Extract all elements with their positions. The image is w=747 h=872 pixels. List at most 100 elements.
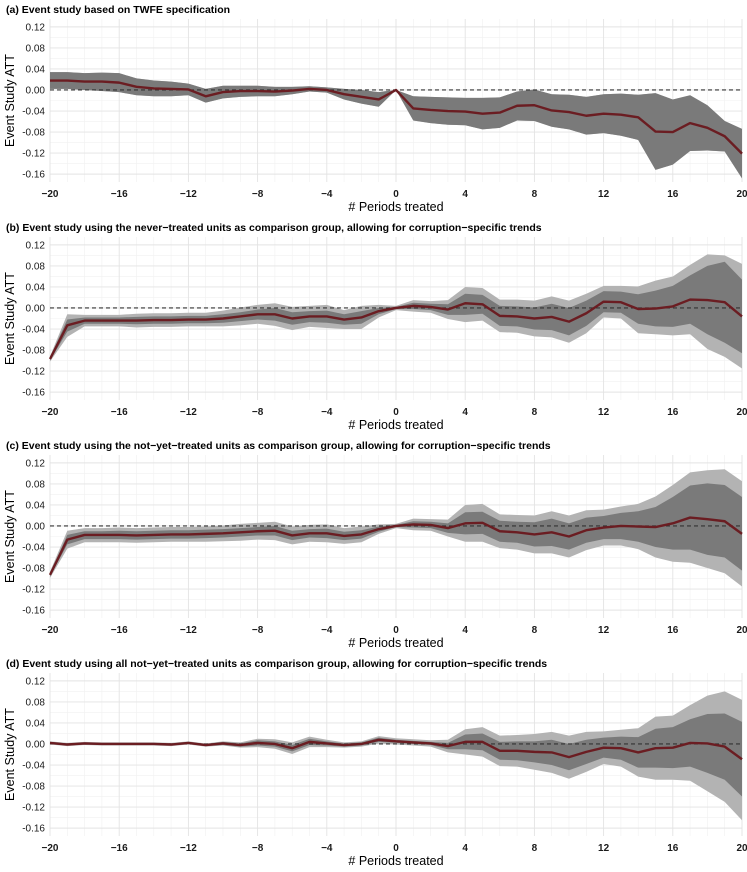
x-tick-label: 4 — [462, 407, 468, 418]
x-tick-label: −8 — [252, 189, 264, 200]
x-tick-label: 12 — [598, 189, 610, 200]
y-tick-label: -0.16 — [22, 388, 45, 399]
x-tick-label: −20 — [42, 407, 59, 418]
y-tick-label: 0.04 — [26, 282, 46, 293]
y-tick-label: -0.08 — [22, 128, 45, 139]
y-tick-label: 0.00 — [26, 739, 46, 750]
confidence-band-outer — [50, 254, 742, 369]
confidence-band-inner — [50, 72, 742, 179]
x-tick-label: 8 — [532, 407, 538, 418]
x-tick-label: −12 — [180, 407, 197, 418]
x-axis-title: # Periods treated — [348, 418, 443, 432]
y-tick-label: -0.16 — [22, 606, 45, 617]
x-tick-label: 16 — [667, 625, 679, 636]
x-tick-label: 12 — [598, 843, 610, 854]
x-tick-label: 0 — [393, 189, 399, 200]
y-tick-label: -0.04 — [22, 107, 45, 118]
x-tick-label: −8 — [252, 843, 264, 854]
x-tick-label: −8 — [252, 625, 264, 636]
y-tick-label: -0.04 — [22, 325, 45, 336]
y-axis-title: Event Study ATT — [3, 490, 17, 583]
x-tick-label: −8 — [252, 407, 264, 418]
y-tick-label: -0.08 — [22, 564, 45, 575]
x-tick-label: 20 — [736, 625, 747, 636]
panel-title: (b) Event study using the never−treated … — [6, 222, 542, 234]
x-tick-label: −4 — [321, 189, 333, 200]
confidence-band-outer — [50, 469, 742, 587]
x-axis-title: # Periods treated — [348, 854, 443, 868]
y-tick-label: 0.12 — [26, 676, 46, 687]
x-tick-label: 0 — [393, 625, 399, 636]
x-tick-label: 20 — [736, 189, 747, 200]
x-tick-label: 8 — [532, 843, 538, 854]
att-estimate-line — [50, 79, 743, 155]
y-tick-label: 0.08 — [26, 261, 46, 272]
panel-title: (a) Event study based on TWFE specificat… — [6, 4, 230, 16]
y-tick-label: -0.12 — [22, 585, 45, 596]
x-tick-label: 0 — [393, 407, 399, 418]
y-tick-label: 0.12 — [26, 240, 46, 251]
x-tick-label: 16 — [667, 407, 679, 418]
y-tick-label: 0.00 — [26, 303, 46, 314]
x-tick-label: 20 — [736, 843, 747, 854]
x-tick-label: −20 — [42, 189, 59, 200]
y-tick-label: -0.04 — [22, 761, 45, 772]
y-tick-label: -0.12 — [22, 367, 45, 378]
y-tick-label: -0.08 — [22, 782, 45, 793]
y-axis-title: Event Study ATT — [3, 272, 17, 365]
att-estimate-line — [48, 298, 743, 360]
y-tick-label: 0.00 — [26, 521, 46, 532]
y-tick-label: 0.00 — [26, 85, 46, 96]
x-tick-label: −12 — [180, 625, 197, 636]
y-tick-label: 0.08 — [26, 479, 46, 490]
panel-b: (b) Event study using the never−treated … — [3, 222, 747, 432]
y-tick-label: 0.12 — [26, 22, 46, 33]
x-tick-label: 0 — [393, 843, 399, 854]
x-tick-label: −16 — [111, 407, 128, 418]
x-tick-label: 12 — [598, 407, 610, 418]
y-tick-label: 0.04 — [26, 718, 46, 729]
x-tick-label: −16 — [111, 843, 128, 854]
x-tick-label: −12 — [180, 189, 197, 200]
x-tick-label: −4 — [321, 843, 333, 854]
x-tick-label: 4 — [462, 843, 468, 854]
y-tick-label: -0.08 — [22, 346, 45, 357]
x-tick-label: 12 — [598, 625, 610, 636]
y-tick-label: -0.04 — [22, 543, 45, 554]
confidence-band-inner — [50, 713, 742, 797]
x-tick-label: 20 — [736, 407, 747, 418]
x-axis-title: # Periods treated — [348, 200, 443, 214]
x-tick-label: −4 — [321, 625, 333, 636]
y-tick-label: 0.08 — [26, 697, 46, 708]
x-tick-label: 4 — [462, 625, 468, 636]
x-tick-label: 8 — [532, 189, 538, 200]
x-tick-label: −12 — [180, 843, 197, 854]
y-tick-label: 0.04 — [26, 64, 46, 75]
y-axis-title: Event Study ATT — [3, 708, 17, 801]
x-tick-label: 8 — [532, 625, 538, 636]
panel-c: (c) Event study using the not−yet−treate… — [3, 440, 747, 650]
y-tick-label: -0.12 — [22, 803, 45, 814]
att-estimate-line — [49, 738, 743, 761]
x-tick-label: −20 — [42, 843, 59, 854]
x-tick-label: −16 — [111, 625, 128, 636]
x-tick-label: −4 — [321, 407, 333, 418]
confidence-band-inner — [50, 261, 742, 361]
x-tick-label: 16 — [667, 189, 679, 200]
x-tick-label: −20 — [42, 625, 59, 636]
y-tick-label: -0.12 — [22, 149, 45, 160]
att-estimate-line — [48, 516, 743, 576]
confidence-band-inner — [50, 483, 742, 577]
y-axis-title: Event Study ATT — [3, 54, 17, 147]
panel-a: (a) Event study based on TWFE specificat… — [3, 4, 747, 214]
x-tick-label: 4 — [462, 189, 468, 200]
panel-d: (d) Event study using all not−yet−treate… — [3, 658, 747, 868]
y-tick-label: 0.04 — [26, 500, 46, 511]
x-tick-label: 16 — [667, 843, 679, 854]
y-tick-label: -0.16 — [22, 824, 45, 835]
y-tick-label: 0.08 — [26, 43, 46, 54]
y-tick-label: -0.16 — [22, 170, 45, 181]
x-tick-label: −16 — [111, 189, 128, 200]
panel-title: (c) Event study using the not−yet−treate… — [6, 440, 551, 452]
